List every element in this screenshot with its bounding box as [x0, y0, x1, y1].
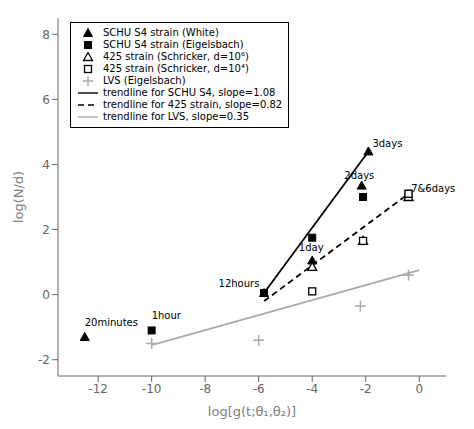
- svg-text:6: 6: [42, 93, 50, 107]
- svg-text:-6: -6: [253, 382, 265, 396]
- svg-text:8: 8: [42, 28, 50, 42]
- html-text:trendline for LVS, slope=0.35: trendline for LVS, slope=0.35: [103, 111, 250, 122]
- svg-text:log(N/d): log(N/d): [11, 171, 26, 223]
- svg-text:7&6days: 7&6days: [411, 183, 455, 194]
- svg-text:2: 2: [42, 223, 50, 237]
- html-text:SCHU S4 strain (White): SCHU S4 strain (White): [103, 27, 219, 38]
- svg-text:-8: -8: [199, 382, 211, 396]
- html-text:LVS (Eigelsbach): LVS (Eigelsbach): [103, 75, 186, 86]
- html-text:trendline for 425 strain, slop: trendline for 425 strain, slope=0.82: [103, 99, 283, 110]
- html-text:SCHU S4 strain (Eigelsbach): SCHU S4 strain (Eigelsbach): [103, 39, 244, 50]
- svg-text:20minutes: 20minutes: [85, 317, 138, 328]
- svg-text:0: 0: [42, 288, 50, 302]
- svg-text:-12: -12: [88, 382, 108, 396]
- html-text:trendline for SCHU S4, slope=1: trendline for SCHU S4, slope=1.08: [103, 87, 276, 98]
- svg-text:4: 4: [42, 158, 50, 172]
- svg-text:0: 0: [415, 382, 423, 396]
- svg-text:1hour: 1hour: [152, 310, 182, 321]
- svg-text:-2: -2: [360, 382, 372, 396]
- html-text:425 strain (Schricker, d=10⁴): 425 strain (Schricker, d=10⁴): [103, 63, 249, 74]
- svg-text:-2: -2: [38, 353, 50, 367]
- svg-text:1day: 1day: [299, 242, 324, 253]
- svg-text:-10: -10: [142, 382, 162, 396]
- html-text:425 strain (Schricker, d=10⁶): 425 strain (Schricker, d=10⁶): [103, 51, 249, 62]
- svg-text:3days: 3days: [372, 138, 402, 149]
- svg-text:12hours: 12hours: [219, 278, 260, 289]
- svg-text:log[g(t;θ₁,θ₂)]: log[g(t;θ₁,θ₂)]: [208, 404, 296, 419]
- svg-text:2days: 2days: [344, 170, 374, 181]
- svg-text:-4: -4: [306, 382, 318, 396]
